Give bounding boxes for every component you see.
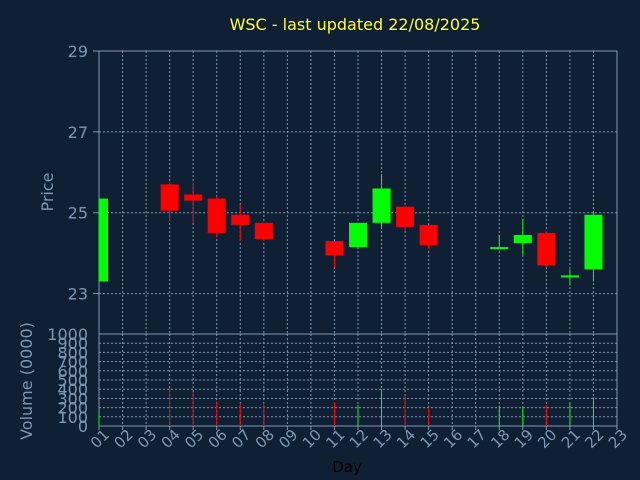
candle-body <box>349 222 367 248</box>
volume-y-tick-label: 100 <box>57 408 88 427</box>
candle-body <box>513 234 532 244</box>
x-tick-label: 15 <box>417 426 443 452</box>
candle-body <box>325 241 344 256</box>
x-tick-label: 11 <box>322 426 348 452</box>
x-tick-label: 19 <box>511 426 537 452</box>
volume-y-tick-label: 1000 <box>47 325 88 344</box>
volume-y-tick-label: 900 <box>57 334 88 353</box>
candle-01 <box>98 198 108 282</box>
candle-20 <box>537 230 556 268</box>
x-tick-label: 18 <box>487 426 513 452</box>
x-axis-label: Day <box>332 458 362 476</box>
x-tick-label: 16 <box>440 426 466 452</box>
volume-y-axis-label: Volume (0000) <box>17 322 36 440</box>
x-tick-label: 04 <box>158 426 184 452</box>
volume-y-tick-label: 700 <box>57 353 88 372</box>
candle-13 <box>372 174 391 229</box>
x-tick-label: 20 <box>534 426 560 452</box>
candle-07 <box>231 204 250 242</box>
volume-y-tick-label: 500 <box>57 371 88 390</box>
volume-bars <box>98 388 594 426</box>
x-tick-label: 09 <box>275 426 301 452</box>
x-tick-label: 21 <box>558 426 584 452</box>
candle-body <box>184 194 203 201</box>
x-tick-label: 22 <box>581 426 607 452</box>
volume-y-tick-label: 200 <box>57 399 88 418</box>
candle-11 <box>325 241 344 268</box>
x-tick-label: 03 <box>134 426 160 452</box>
price-panel: 23 25 27 29 Price <box>38 42 618 335</box>
candle-body <box>231 214 250 225</box>
price-y-ticks: 23 25 27 29 <box>68 42 99 304</box>
x-tick-label: 01 <box>87 426 113 452</box>
price-y-tick-label: 29 <box>68 42 88 61</box>
candle-body <box>207 198 226 233</box>
candle-15 <box>419 224 438 250</box>
candle-14 <box>396 206 415 231</box>
price-y-axis-label: Price <box>38 172 57 211</box>
candle-body <box>254 222 273 239</box>
candle-body <box>419 224 438 246</box>
x-tick-label: 07 <box>228 426 254 452</box>
candle-body <box>537 232 556 266</box>
candle-05 <box>184 182 203 223</box>
candle-body <box>160 184 179 211</box>
x-tick-label: 08 <box>252 426 278 452</box>
volume-y-tick-label: 0 <box>78 417 88 436</box>
price-y-tick-label: 23 <box>68 285 88 304</box>
x-tick-label: 17 <box>464 426 490 452</box>
volume-y-tick-label: 400 <box>57 380 88 399</box>
candle-body <box>396 206 415 227</box>
candle-body <box>99 198 108 282</box>
x-tick-label: 13 <box>369 426 395 452</box>
candle-18 <box>490 234 509 250</box>
chart-title: WSC - last updated 22/08/2025 <box>230 15 481 34</box>
price-y-tick-label: 27 <box>68 123 88 142</box>
x-tick-label: 06 <box>205 426 231 452</box>
x-tick-label: 23 <box>605 426 631 452</box>
candle-04 <box>160 182 179 221</box>
x-tick-label: 14 <box>393 426 419 452</box>
candle-body <box>490 247 509 250</box>
candle-06 <box>207 196 226 237</box>
x-tick-label: 02 <box>110 426 136 452</box>
candle-body <box>560 275 579 278</box>
candles <box>98 174 603 286</box>
x-tick-label: 10 <box>299 426 325 452</box>
candle-21 <box>560 269 579 286</box>
candle-08 <box>254 222 273 242</box>
x-tick-label: 05 <box>181 426 207 452</box>
candle-body <box>584 214 603 270</box>
price-y-tick-label: 25 <box>68 204 88 223</box>
x-ticks: 0102030405060708091011121314151617181920… <box>87 426 631 452</box>
x-tick-label: 12 <box>346 426 372 452</box>
volume-y-tick-label: 800 <box>57 343 88 362</box>
candle-22 <box>584 212 603 282</box>
volume-y-tick-label: 600 <box>57 362 88 381</box>
candle-12 <box>349 222 367 248</box>
candle-body <box>372 188 391 223</box>
candle-19 <box>513 218 532 256</box>
volume-y-tick-label: 300 <box>57 389 88 408</box>
